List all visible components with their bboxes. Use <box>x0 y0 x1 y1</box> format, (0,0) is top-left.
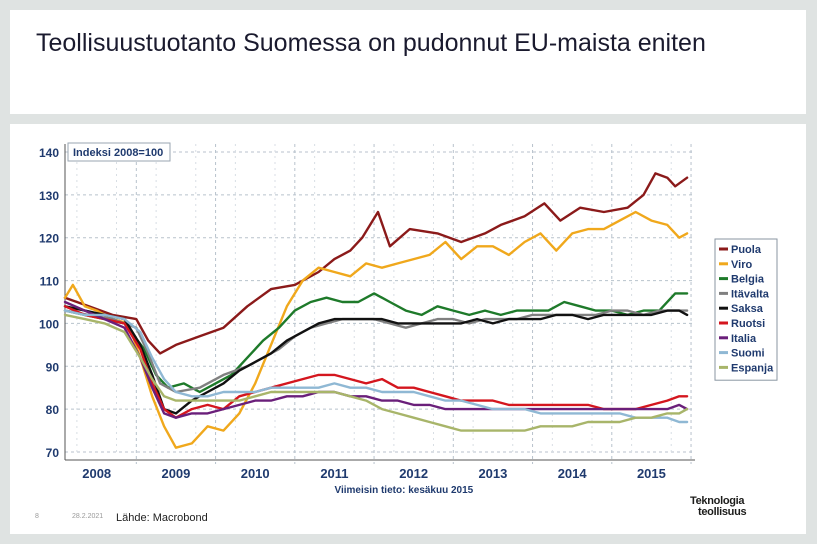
y-tick-label: 80 <box>46 403 60 417</box>
y-tick-label: 70 <box>46 446 60 460</box>
source-note: Lähde: Macrobond <box>116 512 208 524</box>
brand-line-2: teollisuus <box>698 506 747 518</box>
legend-label-espanja: Espanja <box>731 362 774 374</box>
series-line-espanja <box>63 313 689 432</box>
x-axis-label: Viimeisin tieto: kesäkuu 2015 <box>334 485 473 496</box>
y-tick-label: 140 <box>39 146 59 160</box>
legend: Puola Viro Belgia Itävalta Saksa Ruotsi Italia… <box>714 238 778 381</box>
y-tick-label: 120 <box>39 232 59 246</box>
series-line-itävalta <box>63 309 689 394</box>
series-line-viro <box>63 210 689 449</box>
brand-line-1: Teknologia <box>690 495 745 507</box>
series-line-suomi <box>63 309 689 424</box>
annotation-text: Indeksi 2008=100 <box>73 147 163 159</box>
series-line-saksa <box>63 305 689 415</box>
series-line-italia <box>63 300 689 419</box>
x-tick-label: 2012 <box>399 466 428 481</box>
series-line-ruotsi <box>63 305 689 419</box>
legend-label-puola: Puola <box>731 244 762 256</box>
annotation-frame <box>67 142 171 162</box>
legend-label-saksa: Saksa <box>731 303 764 315</box>
legend-label-ruotsi: Ruotsi <box>731 318 765 330</box>
x-tick-label: 2011 <box>320 466 348 481</box>
legend-label-suomi: Suomi <box>731 348 765 360</box>
legend-label-viro: Viro <box>731 259 752 271</box>
x-tick-label: 2010 <box>241 466 270 481</box>
chart-panel: 70 80 90 100 110 120 130 140 2008 2009 2010 2011 201… <box>10 124 806 534</box>
title-panel: Teollisuustuotanto Suomessa on pudonnut … <box>10 10 806 114</box>
x-tick-label: 2008 <box>82 466 111 481</box>
x-tick-label: 2009 <box>161 466 190 481</box>
brand-logo: Teknologia teollisuus <box>690 496 790 518</box>
slide-date: 28.2.2021 <box>72 513 104 520</box>
x-tick-label: 2013 <box>478 466 507 481</box>
series-line-puola <box>63 172 689 355</box>
page-number: 8 <box>35 513 39 520</box>
x-tick-label: 2015 <box>637 466 666 481</box>
y-tick-label: 90 <box>46 360 60 374</box>
y-tick-label: 100 <box>39 317 59 331</box>
slide-title: Teollisuustuotanto Suomessa on pudonnut … <box>36 29 706 57</box>
legend-label-itävalta: Itävalta <box>731 288 770 300</box>
legend-label-belgia: Belgia <box>731 274 765 286</box>
chart-svg: 70 80 90 100 110 120 130 140 2008 2009 2010 2011 201… <box>39 142 778 496</box>
x-tick-label: 2014 <box>558 466 588 481</box>
y-tick-label: 110 <box>40 275 60 289</box>
y-tick-label: 130 <box>39 189 59 203</box>
legend-label-italia: Italia <box>731 333 757 345</box>
annotation-box: Indeksi 2008=100 <box>67 142 171 162</box>
series-line-belgia <box>63 292 689 394</box>
